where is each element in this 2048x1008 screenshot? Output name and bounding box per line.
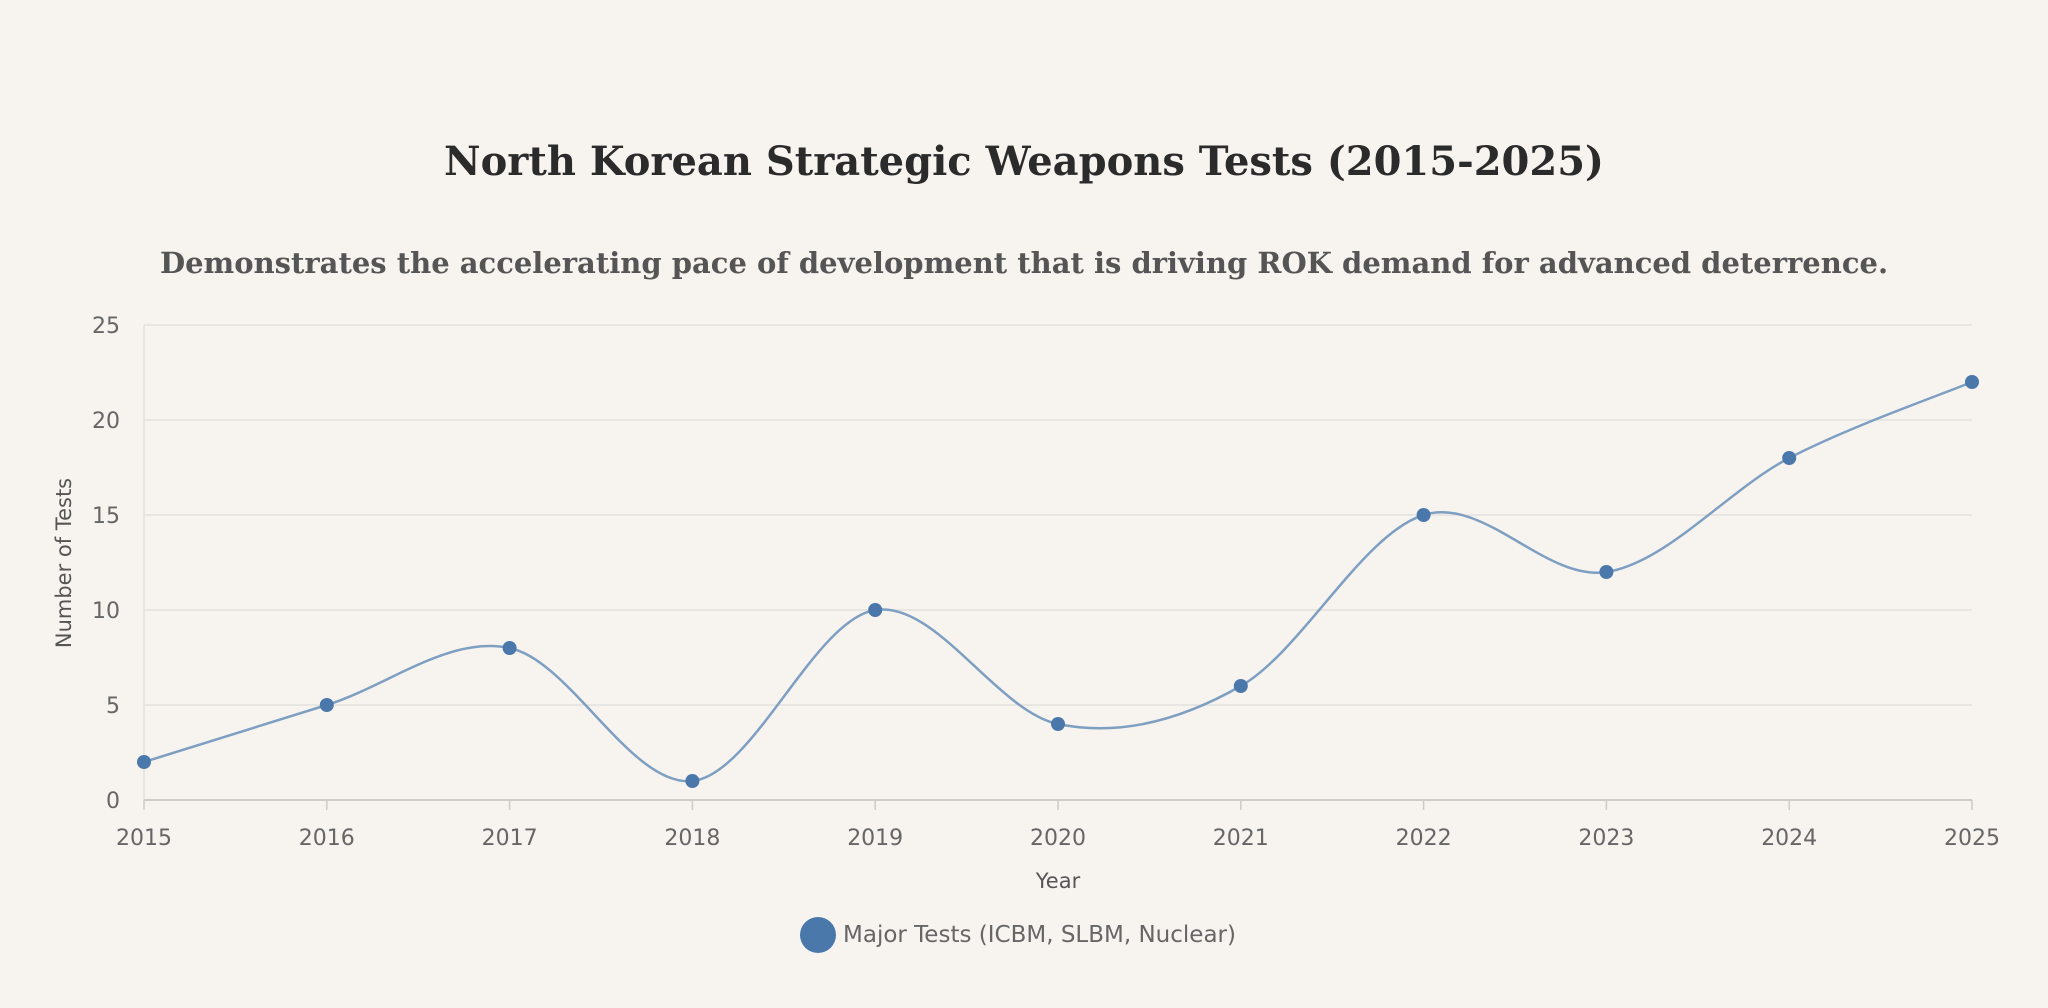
data-point[interactable]	[137, 755, 151, 769]
y-tick-label: 25	[92, 314, 120, 339]
y-tick-labels: 0 5 10 15 20 25	[92, 314, 120, 814]
y-tick-label: 15	[92, 504, 120, 529]
data-point[interactable]	[1416, 508, 1431, 522]
data-point[interactable]	[685, 774, 700, 788]
data-point[interactable]	[1051, 717, 1065, 731]
x-tick-label: 2020	[1030, 826, 1086, 851]
legend-marker	[800, 917, 836, 953]
data-point[interactable]	[319, 698, 334, 712]
data-point[interactable]	[868, 603, 883, 617]
chart-title: North Korean Strategic Weapons Tests (20…	[444, 138, 1604, 185]
grid-lines	[144, 324, 1972, 706]
y-tick-label: 5	[106, 694, 120, 719]
x-tick-label: 2017	[482, 826, 538, 851]
data-point[interactable]	[1233, 679, 1248, 693]
data-point[interactable]	[1782, 451, 1797, 465]
x-tick-label: 2016	[299, 826, 355, 851]
legend[interactable]: Major Tests (ICBM, SLBM, Nuclear)	[800, 917, 1236, 953]
x-tick-label: 2024	[1761, 826, 1817, 851]
data-point[interactable]	[502, 641, 517, 655]
x-tick-label: 2018	[664, 826, 720, 851]
x-tick-label: 2015	[116, 826, 172, 851]
x-tick-label: 2021	[1213, 826, 1269, 851]
chart-subtitle: Demonstrates the accelerating pace of de…	[159, 246, 1889, 280]
y-tick-label: 0	[106, 789, 120, 814]
axes	[143, 325, 1973, 810]
data-point[interactable]	[1599, 565, 1614, 579]
data-point[interactable]	[1965, 375, 1979, 389]
y-tick-label: 10	[92, 599, 120, 624]
data-points	[137, 375, 1979, 788]
x-axis-title: Year	[1035, 869, 1081, 893]
y-tick-label: 20	[92, 409, 120, 434]
y-axis-title: Number of Tests	[52, 478, 76, 648]
legend-label: Major Tests (ICBM, SLBM, Nuclear)	[843, 922, 1236, 948]
x-tick-label: 2019	[847, 826, 903, 851]
x-tick-label: 2023	[1578, 826, 1634, 851]
x-tick-label: 2025	[1944, 826, 2000, 851]
x-tick-labels: 2015 2016 2017 2018 2019 2020 2021 2022 2023 2024…	[116, 826, 2000, 851]
x-tick-label: 2022	[1396, 826, 1452, 851]
